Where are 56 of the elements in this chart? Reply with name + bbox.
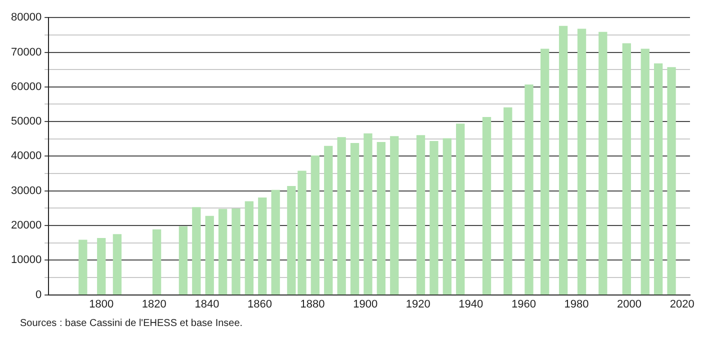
bar (390, 136, 399, 295)
bar (504, 107, 512, 295)
bar (416, 135, 426, 295)
bar (97, 238, 106, 295)
x-tick-label: 1840 (194, 298, 220, 310)
bar (540, 48, 550, 295)
y-tick-label: 50000 (10, 116, 42, 128)
y-tick-label: 40000 (10, 150, 42, 162)
bar (430, 140, 438, 295)
bar (598, 32, 608, 295)
bar (524, 84, 534, 295)
x-tick-label: 1920 (406, 298, 430, 310)
bar (640, 48, 650, 295)
bar (654, 63, 663, 295)
bar (667, 67, 676, 295)
bar (337, 137, 346, 295)
y-tick-label: 70000 (10, 46, 42, 58)
bar (442, 138, 452, 295)
bar (244, 201, 254, 295)
bar (364, 133, 372, 295)
x-tick-label: 1960 (511, 298, 536, 310)
y-tick-label: 20000 (10, 220, 42, 232)
x-tick-label: 2000 (617, 298, 642, 310)
bar (152, 229, 162, 295)
bar (324, 146, 333, 295)
x-tick-label: 2020 (670, 298, 694, 310)
x-tick-label: 1980 (564, 298, 589, 310)
bar (232, 208, 240, 295)
x-tick-label: 1880 (300, 298, 325, 310)
bar (78, 240, 88, 295)
bar (258, 197, 267, 295)
bar (178, 226, 188, 295)
y-tick-label: 80000 (10, 12, 42, 24)
bar (350, 143, 360, 295)
x-tick-label: 1940 (458, 298, 484, 310)
y-tick-label: 10000 (10, 254, 42, 266)
bar (112, 234, 122, 295)
x-tick-label: 1800 (89, 298, 114, 310)
source-note: Sources : base Cassini de l'EHESS et base Insee. (20, 318, 244, 329)
bar (622, 43, 631, 295)
bar (218, 208, 228, 295)
bar (376, 142, 386, 295)
y-tick-label: 60000 (10, 80, 42, 93)
bar (558, 26, 568, 295)
bar (456, 124, 465, 295)
bar (482, 117, 492, 295)
bar (271, 190, 280, 295)
y-tick-label: 30000 (10, 184, 42, 197)
x-tick-label: 1820 (142, 298, 166, 310)
bar (577, 28, 586, 295)
bar (205, 216, 214, 295)
x-tick-label: 1860 (248, 298, 272, 310)
bar (192, 207, 201, 295)
x-tick-label: 1900 (353, 298, 378, 310)
bar (310, 156, 320, 295)
y-tick-label: 0 (35, 288, 42, 301)
